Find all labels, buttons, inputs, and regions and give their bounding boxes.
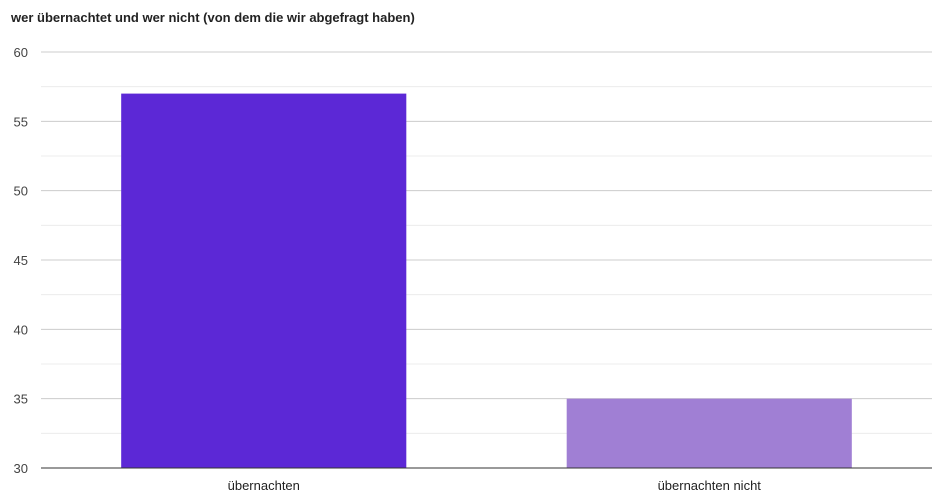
y-axis-tick-labels: 30 35 40 45 50 55 60 [14,45,28,476]
x-category-label: übernachten [228,478,300,493]
bar-0 [121,94,406,468]
x-axis-category-labels: übernachten übernachten nicht [228,478,762,493]
y-tick-label: 40 [14,322,28,337]
y-tick-label: 55 [14,114,28,129]
y-tick-label: 35 [14,392,28,407]
y-tick-label: 30 [14,461,28,476]
y-tick-label: 45 [14,253,28,268]
bar-1 [567,399,852,468]
y-tick-label: 50 [14,184,28,199]
bars [121,94,852,468]
y-tick-label: 60 [14,45,28,60]
x-category-label: übernachten nicht [658,478,762,493]
